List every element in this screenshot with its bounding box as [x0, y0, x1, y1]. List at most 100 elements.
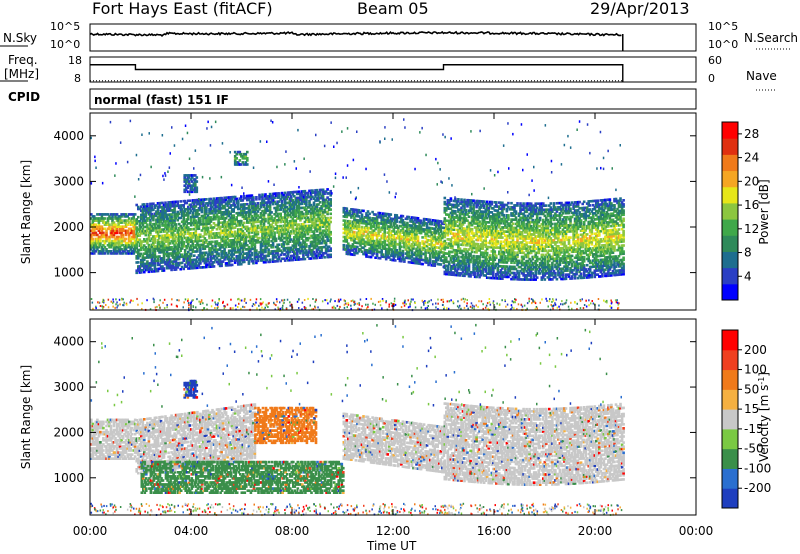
heatmap-cell [171, 219, 175, 222]
heatmap-cell [237, 238, 240, 242]
heatmap-cell [165, 252, 169, 256]
heatmap-cell [286, 193, 290, 196]
heatmap-cell [308, 218, 311, 221]
heatmap-cell [153, 224, 157, 228]
heatmap-cell [293, 244, 296, 247]
heatmap-cell [401, 219, 405, 222]
heatmap-cell [243, 244, 246, 247]
heatmap-cell [270, 235, 273, 239]
heatmap-cell [197, 208, 201, 212]
heatmap-cell [208, 251, 211, 254]
heatmap-cell [97, 221, 101, 224]
heatmap-cell [270, 252, 273, 255]
heatmap-cell [191, 227, 195, 231]
heatmap-cell [291, 203, 295, 206]
heatmap-cell [173, 247, 176, 251]
heatmap-cell [296, 250, 299, 253]
heatmap-cell [268, 260, 272, 264]
heatmap-cell [164, 260, 167, 264]
heatmap-cell [173, 268, 176, 271]
heatmap-cell [318, 252, 322, 255]
heatmap-cell [202, 202, 205, 205]
heatmap-cell [249, 235, 252, 239]
heatmap-cell [205, 216, 208, 220]
heatmap-cell [235, 199, 238, 203]
heatmap-cell [127, 217, 131, 220]
heatmap-cell [170, 248, 173, 251]
heatmap-cell [214, 199, 217, 202]
heatmap-cell [401, 249, 405, 253]
heatmap-cell [132, 250, 135, 253]
heatmap-cell [91, 215, 95, 218]
heatmap-cell [168, 266, 172, 270]
heatmap-cell [317, 213, 320, 216]
heatmap-cell [227, 239, 231, 242]
heatmap-cell [156, 216, 160, 219]
heatmap-cell [138, 230, 142, 233]
heatmap-cell [241, 260, 245, 264]
heatmap-cell [176, 200, 179, 203]
heatmap-cell [297, 192, 301, 196]
heatmap-cell [324, 235, 328, 238]
heatmap-cell [115, 217, 119, 220]
heatmap-cell [247, 211, 251, 214]
heatmap-cell [252, 227, 255, 230]
heatmap-cell [126, 223, 129, 226]
heatmap-cell [229, 220, 232, 224]
heatmap-cell [115, 213, 119, 216]
heatmap-cell [314, 217, 317, 221]
heatmap-cell [268, 223, 272, 227]
heatmap-cell [221, 198, 225, 202]
heatmap-cell [179, 267, 182, 271]
heatmap-cell [171, 233, 175, 237]
heatmap-cell [277, 257, 281, 261]
heatmap-cell [267, 244, 270, 247]
heatmap-cell [291, 199, 295, 202]
heatmap-cell [315, 199, 319, 202]
heatmap-cell [220, 244, 223, 247]
heatmap-cell [183, 222, 187, 225]
heatmap-cell [202, 245, 205, 249]
heatmap-cell [317, 246, 320, 249]
heatmap-cell [182, 199, 185, 203]
heatmap-cell [214, 254, 217, 258]
heatmap-cell [165, 205, 169, 208]
heatmap-cell [249, 239, 252, 243]
heatmap-cell [308, 251, 311, 254]
heatmap-cell [193, 199, 196, 202]
heatmap-cell [140, 221, 143, 225]
heatmap-cell [108, 215, 111, 218]
heatmap-cell [311, 248, 314, 252]
heatmap-cell [439, 263, 443, 266]
heatmap-cell [317, 240, 320, 243]
heatmap-cell [138, 238, 142, 241]
heatmap-cell [283, 236, 287, 240]
heatmap-cell [271, 258, 275, 261]
heatmap-cell [252, 206, 255, 210]
heatmap-cell [317, 252, 320, 255]
heatmap-cell [288, 232, 292, 235]
heatmap-cell [180, 265, 184, 269]
heatmap-cell [149, 239, 152, 243]
heatmap-cell [176, 214, 179, 218]
heatmap-cell [308, 201, 311, 205]
heatmap-cell [227, 243, 231, 246]
heatmap-cell [90, 229, 93, 233]
heatmap-cell [282, 247, 285, 250]
heatmap-cell [214, 201, 217, 204]
heatmap-cell [224, 233, 228, 236]
heatmap-cell [208, 210, 211, 213]
heatmap-cell [155, 235, 158, 238]
heatmap-cell [268, 201, 272, 204]
heatmap-cell [235, 212, 238, 215]
heatmap-cell [246, 252, 249, 255]
heatmap-cell [252, 218, 255, 222]
heatmap-cell [180, 247, 184, 250]
heatmap-cell [306, 238, 310, 242]
heatmap-cell [161, 265, 164, 268]
heatmap-cell [144, 215, 148, 218]
heatmap-cell [246, 243, 249, 247]
heatmap-cell [214, 258, 217, 262]
heatmap-cell [235, 242, 238, 246]
heatmap-cell [199, 198, 202, 202]
